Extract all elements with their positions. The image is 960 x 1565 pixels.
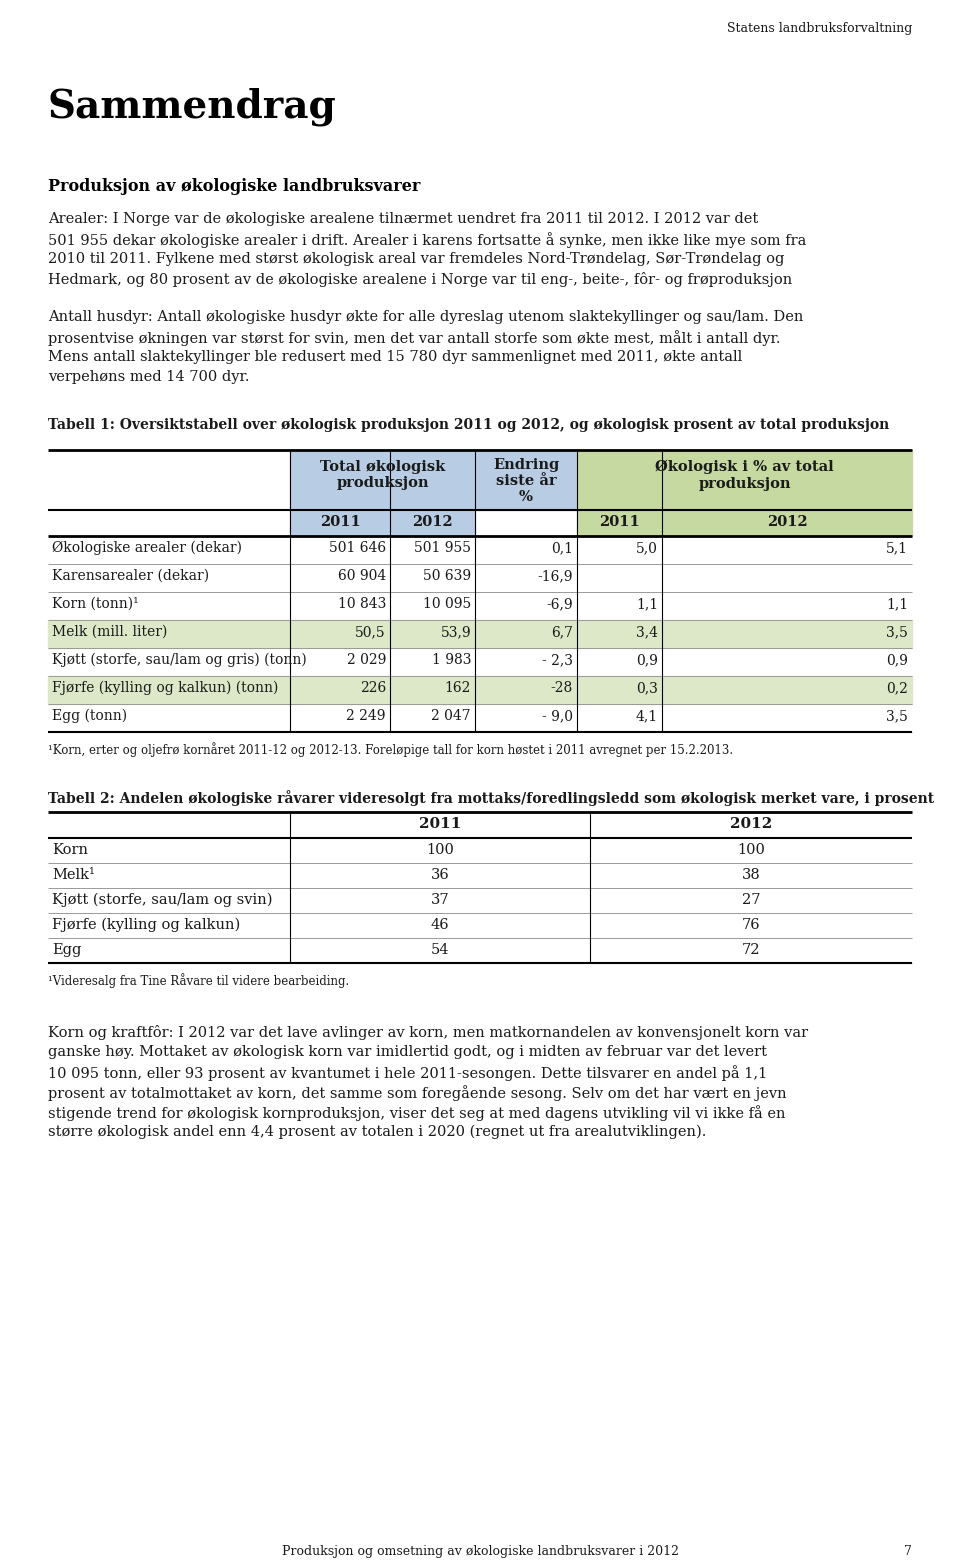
Text: 50 639: 50 639	[422, 570, 471, 584]
Text: 6,7: 6,7	[551, 624, 573, 639]
Text: 0,1: 0,1	[551, 541, 573, 556]
Text: Karensarealer (dekar): Karensarealer (dekar)	[52, 570, 209, 584]
Text: Endring
siste år
%: Endring siste år %	[492, 459, 559, 504]
Bar	[290, 510, 475, 535]
Text: 0,2: 0,2	[886, 681, 908, 695]
Text: 226: 226	[360, 681, 386, 695]
Text: Korn: Korn	[52, 844, 88, 858]
Text: 72: 72	[742, 944, 760, 958]
Text: 2011: 2011	[320, 515, 360, 529]
Text: 10 095 tonn, eller 93 prosent av kvantumet i hele 2011-sesongen. Dette tilsvarer: 10 095 tonn, eller 93 prosent av kvantum…	[48, 1066, 767, 1081]
Text: 0,9: 0,9	[886, 653, 908, 667]
Text: 50,5: 50,5	[355, 624, 386, 639]
Bar	[475, 451, 577, 510]
Text: 7: 7	[904, 1545, 912, 1559]
Text: 3,5: 3,5	[886, 624, 908, 639]
Text: Produksjon og omsetning av økologiske landbruksvarer i 2012: Produksjon og omsetning av økologiske la…	[281, 1545, 679, 1559]
Text: Antall husdyr: Antall økologiske husdyr økte for alle dyreslag utenom slaktekyll: Antall husdyr: Antall økologiske husdyr …	[48, 310, 804, 324]
Text: Tabell 2: Andelen økologiske råvarer videresolgt fra mottaks/foredlingsledd som : Tabell 2: Andelen økologiske råvarer vid…	[48, 790, 934, 806]
Text: 37: 37	[431, 894, 449, 908]
Text: 1,1: 1,1	[886, 596, 908, 610]
Text: 27: 27	[742, 894, 760, 908]
Text: 501 646: 501 646	[329, 541, 386, 556]
Text: -6,9: -6,9	[546, 596, 573, 610]
Text: Tabell 1: Oversiktstabell over økologisk produksjon 2011 og 2012, og økologisk p: Tabell 1: Oversiktstabell over økologisk…	[48, 418, 889, 432]
Text: Egg: Egg	[52, 944, 82, 958]
Text: 2011: 2011	[419, 817, 461, 831]
Text: 2011: 2011	[599, 515, 640, 529]
Text: Korn og kraftfôr: I 2012 var det lave avlinger av korn, men matkornandelen av ko: Korn og kraftfôr: I 2012 var det lave av…	[48, 1025, 808, 1041]
Text: Fjørfe (kylling og kalkun): Fjørfe (kylling og kalkun)	[52, 919, 240, 933]
Bar	[48, 676, 912, 704]
Text: Mens antall slaktekyllinger ble redusert med 15 780 dyr sammenlignet med 2011, ø: Mens antall slaktekyllinger ble redusert…	[48, 351, 742, 365]
Text: 46: 46	[431, 919, 449, 933]
Text: 5,1: 5,1	[886, 541, 908, 556]
Bar	[577, 451, 912, 510]
Text: Korn (tonn)¹: Korn (tonn)¹	[52, 596, 138, 610]
Text: prosent av totalmottaket av korn, det samme som foregående sesong. Selv om det h: prosent av totalmottaket av korn, det sa…	[48, 1085, 786, 1100]
Text: prosentvise økningen var størst for svin, men det var antall storfe som økte mes: prosentvise økningen var størst for svin…	[48, 330, 780, 346]
Text: 501 955 dekar økologiske arealer i drift. Arealer i karens fortsatte å synke, me: 501 955 dekar økologiske arealer i drift…	[48, 232, 806, 247]
Text: 4,1: 4,1	[636, 709, 658, 723]
Bar	[48, 620, 912, 648]
Text: 100: 100	[737, 844, 765, 858]
Text: -28: -28	[551, 681, 573, 695]
Text: stigende trend for økologisk kornproduksjon, viser det seg at med dagens utvikli: stigende trend for økologisk kornproduks…	[48, 1105, 785, 1121]
Text: 3,5: 3,5	[886, 709, 908, 723]
Text: Melk (mill. liter): Melk (mill. liter)	[52, 624, 167, 639]
Text: 54: 54	[431, 944, 449, 958]
Text: - 9,0: - 9,0	[542, 709, 573, 723]
Text: 2012: 2012	[767, 515, 807, 529]
Text: 76: 76	[742, 919, 760, 933]
Text: Fjørfe (kylling og kalkun) (tonn): Fjørfe (kylling og kalkun) (tonn)	[52, 681, 278, 695]
Text: Arealer: I Norge var de økologiske arealene tilnærmet uendret fra 2011 til 2012.: Arealer: I Norge var de økologiske areal…	[48, 211, 758, 225]
Text: 60 904: 60 904	[338, 570, 386, 584]
Text: 36: 36	[431, 869, 449, 883]
Text: ¹Korn, erter og oljefrø kornåret 2011-12 og 2012-13. Foreløpige tall for korn hø: ¹Korn, erter og oljefrø kornåret 2011-12…	[48, 742, 733, 757]
Text: Økologisk i % av total
produksjon: Økologisk i % av total produksjon	[655, 460, 834, 490]
Text: Økologiske arealer (dekar): Økologiske arealer (dekar)	[52, 541, 242, 556]
Text: Kjøtt (storfe, sau/lam og gris) (tonn): Kjøtt (storfe, sau/lam og gris) (tonn)	[52, 653, 307, 667]
Bar	[290, 451, 475, 510]
Text: Sammendrag: Sammendrag	[48, 88, 337, 127]
Text: 0,3: 0,3	[636, 681, 658, 695]
Text: 2 029: 2 029	[347, 653, 386, 667]
Text: -16,9: -16,9	[538, 570, 573, 584]
Bar	[577, 510, 912, 535]
Text: 10 843: 10 843	[338, 596, 386, 610]
Text: 2012: 2012	[412, 515, 453, 529]
Text: 2 047: 2 047	[431, 709, 471, 723]
Text: 5,0: 5,0	[636, 541, 658, 556]
Text: - 2,3: - 2,3	[542, 653, 573, 667]
Text: 3,4: 3,4	[636, 624, 658, 639]
Text: ganske høy. Mottaket av økologisk korn var imidlertid godt, og i midten av febru: ganske høy. Mottaket av økologisk korn v…	[48, 1045, 767, 1060]
Text: Kjøtt (storfe, sau/lam og svin): Kjøtt (storfe, sau/lam og svin)	[52, 894, 273, 908]
Text: 2 249: 2 249	[347, 709, 386, 723]
Text: Hedmark, og 80 prosent av de økologiske arealene i Norge var til eng-, beite-, f: Hedmark, og 80 prosent av de økologiske …	[48, 272, 792, 286]
Text: 1,1: 1,1	[636, 596, 658, 610]
Text: 100: 100	[426, 844, 454, 858]
Text: Statens landbruksforvaltning: Statens landbruksforvaltning	[727, 22, 912, 34]
Text: 1 983: 1 983	[431, 653, 471, 667]
Text: Egg (tonn): Egg (tonn)	[52, 709, 127, 723]
Text: ¹Videresalg fra Tine Råvare til videre bearbeiding.: ¹Videresalg fra Tine Råvare til videre b…	[48, 973, 349, 988]
Text: 501 955: 501 955	[414, 541, 471, 556]
Text: 2012: 2012	[730, 817, 772, 831]
Text: Melk¹: Melk¹	[52, 869, 95, 883]
Text: 162: 162	[444, 681, 471, 695]
Text: 53,9: 53,9	[441, 624, 471, 639]
Text: 0,9: 0,9	[636, 653, 658, 667]
Text: større økologisk andel enn 4,4 prosent av totalen i 2020 (regnet ut fra arealutv: større økologisk andel enn 4,4 prosent a…	[48, 1125, 707, 1139]
Text: Total økologisk
produksjon: Total økologisk produksjon	[320, 460, 445, 490]
Text: verpehøns med 14 700 dyr.: verpehøns med 14 700 dyr.	[48, 369, 250, 383]
Text: 38: 38	[742, 869, 760, 883]
Text: Produksjon av økologiske landbruksvarer: Produksjon av økologiske landbruksvarer	[48, 178, 420, 196]
Text: 2010 til 2011. Fylkene med størst økologisk areal var fremdeles Nord-Trøndelag, : 2010 til 2011. Fylkene med størst økolog…	[48, 252, 784, 266]
Text: 10 095: 10 095	[422, 596, 471, 610]
